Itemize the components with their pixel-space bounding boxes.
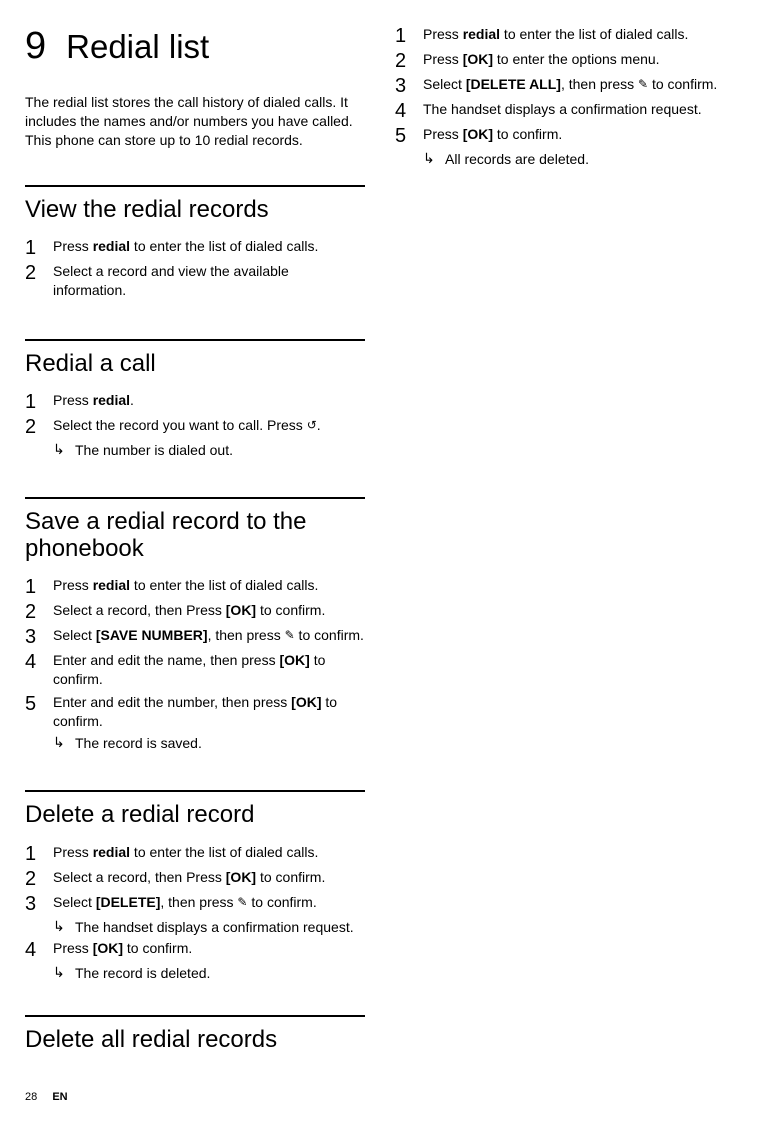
step-text: Select [SAVE NUMBER], then press ✎ to co… bbox=[53, 626, 365, 647]
step: 2 Select a record, then Press [OK] to co… bbox=[25, 868, 365, 889]
substep-text: The handset displays a confirmation requ… bbox=[75, 918, 365, 937]
language-code: EN bbox=[52, 1091, 67, 1103]
step-text: Press redial to enter the list of dialed… bbox=[53, 843, 365, 864]
step-text: Press [OK] to confirm. bbox=[423, 125, 735, 146]
arrow-icon: ↳ bbox=[53, 918, 75, 937]
step-number: 4 bbox=[25, 939, 53, 960]
step-number: 1 bbox=[25, 843, 53, 864]
step-text: Press redial to enter the list of dialed… bbox=[53, 576, 365, 597]
arrow-icon: ↳ bbox=[423, 150, 445, 169]
step-text: Press [OK] to confirm. bbox=[53, 939, 365, 960]
page-number: 28 bbox=[25, 1091, 37, 1103]
step-number: 2 bbox=[395, 50, 423, 71]
step-text: Select a record, then Press [OK] to conf… bbox=[53, 868, 365, 889]
step: 4 The handset displays a confirmation re… bbox=[395, 100, 735, 121]
step-text: Select the record you want to call. Pres… bbox=[53, 416, 365, 437]
step: 3 Select [DELETE ALL], then press ✎ to c… bbox=[395, 75, 735, 96]
step-number: 5 bbox=[25, 693, 53, 731]
step-number: 2 bbox=[25, 868, 53, 889]
substep: ↳ All records are deleted. bbox=[423, 150, 735, 169]
arrow-icon: ↳ bbox=[53, 964, 75, 983]
substep: ↳ The number is dialed out. bbox=[53, 441, 365, 460]
step-text: Press redial to enter the list of dialed… bbox=[53, 237, 365, 258]
arrow-icon: ↳ bbox=[53, 734, 75, 753]
substep-text: The number is dialed out. bbox=[75, 441, 365, 460]
step-text: Enter and edit the name, then press [OK]… bbox=[53, 651, 365, 689]
substep: ↳ The record is deleted. bbox=[53, 964, 365, 983]
step-number: 4 bbox=[25, 651, 53, 689]
step-text: Press redial. bbox=[53, 391, 365, 412]
section-divider bbox=[25, 185, 365, 187]
step-text: Press redial to enter the list of dialed… bbox=[423, 25, 735, 46]
step-text: The handset displays a confirmation requ… bbox=[423, 100, 735, 121]
step: 2 Select a record, then Press [OK] to co… bbox=[25, 601, 365, 622]
substep-text: The record is saved. bbox=[75, 734, 365, 753]
intro-text: The redial list stores the call history … bbox=[25, 93, 365, 150]
step: 2 Select a record and view the available… bbox=[25, 262, 365, 300]
step: 1 Press redial to enter the list of dial… bbox=[25, 576, 365, 597]
step-number: 1 bbox=[25, 237, 53, 258]
section-divider bbox=[25, 339, 365, 341]
substep-text: All records are deleted. bbox=[445, 150, 735, 169]
step-number: 1 bbox=[25, 576, 53, 597]
step-text: Select a record, then Press [OK] to conf… bbox=[53, 601, 365, 622]
menu-icon: ✎ bbox=[638, 76, 648, 92]
step-text: Select [DELETE], then press ✎ to confirm… bbox=[53, 893, 365, 914]
section-title-redial: Redial a call bbox=[25, 351, 365, 377]
step-number: 2 bbox=[25, 262, 53, 300]
section-divider bbox=[25, 1015, 365, 1017]
chapter-title: Redial list bbox=[66, 28, 209, 66]
section-divider bbox=[25, 790, 365, 792]
chapter-number: 9 bbox=[25, 25, 46, 68]
step-number: 1 bbox=[395, 25, 423, 46]
chapter-header: 9 Redial list bbox=[25, 25, 365, 68]
step: 2 Select the record you want to call. Pr… bbox=[25, 416, 365, 437]
step-number: 4 bbox=[395, 100, 423, 121]
section-title-delete: Delete a redial record bbox=[25, 802, 365, 828]
step: 5 Enter and edit the number, then press … bbox=[25, 693, 365, 731]
step-number: 2 bbox=[25, 601, 53, 622]
section-title-deleteall: Delete all redial records bbox=[25, 1027, 365, 1053]
step: 3 Select [DELETE], then press ✎ to confi… bbox=[25, 893, 365, 914]
step-text: Enter and edit the number, then press [O… bbox=[53, 693, 365, 731]
step-number: 2 bbox=[25, 416, 53, 437]
step: 1 Press redial to enter the list of dial… bbox=[25, 237, 365, 258]
step: 4 Enter and edit the name, then press [O… bbox=[25, 651, 365, 689]
step: 2 Press [OK] to enter the options menu. bbox=[395, 50, 735, 71]
step: 4 Press [OK] to confirm. bbox=[25, 939, 365, 960]
menu-icon: ✎ bbox=[285, 627, 295, 643]
step-number: 1 bbox=[25, 391, 53, 412]
substep: ↳ The record is saved. bbox=[53, 734, 365, 753]
step-text: Select [DELETE ALL], then press ✎ to con… bbox=[423, 75, 735, 96]
step-number: 3 bbox=[25, 626, 53, 647]
step: 1 Press redial. bbox=[25, 391, 365, 412]
arrow-icon: ↳ bbox=[53, 441, 75, 460]
substep: ↳ The handset displays a confirmation re… bbox=[53, 918, 365, 937]
section-title-save: Save a redial record to the phonebook bbox=[25, 509, 365, 562]
page-footer: 28 EN bbox=[25, 1091, 68, 1103]
substep-text: The record is deleted. bbox=[75, 964, 365, 983]
step: 3 Select [SAVE NUMBER], then press ✎ to … bbox=[25, 626, 365, 647]
step-text: Press [OK] to enter the options menu. bbox=[423, 50, 735, 71]
step: 5 Press [OK] to confirm. bbox=[395, 125, 735, 146]
phone-icon: ↺ bbox=[307, 417, 317, 433]
step-number: 3 bbox=[25, 893, 53, 914]
step: 1 Press redial to enter the list of dial… bbox=[25, 843, 365, 864]
step: 1 Press redial to enter the list of dial… bbox=[395, 25, 735, 46]
section-divider bbox=[25, 497, 365, 499]
section-title-view: View the redial records bbox=[25, 197, 365, 223]
menu-icon: ✎ bbox=[237, 894, 247, 910]
step-text: Select a record and view the available i… bbox=[53, 262, 365, 300]
step-number: 3 bbox=[395, 75, 423, 96]
step-number: 5 bbox=[395, 125, 423, 146]
